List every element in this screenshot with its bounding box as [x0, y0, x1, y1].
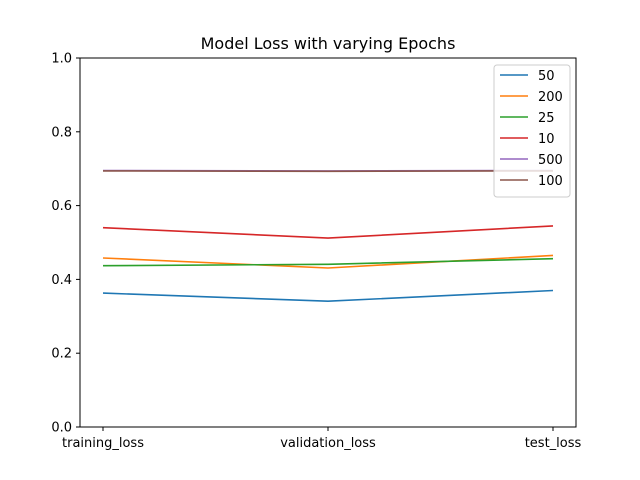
legend-label-200: 200: [538, 90, 563, 105]
series-line-25: [102, 257, 554, 267]
legend-label-100: 100: [538, 174, 563, 189]
legend-box: [493, 64, 571, 198]
legend-label-500: 500: [538, 153, 563, 168]
series-line-10: [102, 225, 554, 239]
chart-title: Model Loss with varying Epochs: [201, 34, 456, 53]
x-tick-label: validation_loss: [280, 436, 376, 451]
y-tick-label: 0.4: [51, 273, 72, 288]
plot-area: [102, 169, 554, 303]
y-tick-label: 1.0: [51, 52, 72, 67]
legend-label-25: 25: [538, 111, 555, 126]
y-tick-label: 0.0: [51, 421, 72, 436]
series-line-200: [102, 254, 554, 269]
series-line-50: [102, 289, 554, 303]
y-tick-label: 0.6: [51, 199, 72, 214]
axes: 0.0 0.2 0.4 0.6 0.8 1.0 training_loss validatio…: [51, 52, 581, 452]
legend: 50 200 25 10 500 100: [493, 64, 571, 198]
x-tick-label: test_loss: [525, 436, 582, 451]
x-tick-label: training_loss: [62, 436, 144, 451]
y-tick-label: 0.8: [51, 125, 72, 140]
legend-label-10: 10: [538, 132, 555, 147]
y-tick-label: 0.2: [51, 347, 72, 362]
legend-label-50: 50: [538, 69, 555, 84]
